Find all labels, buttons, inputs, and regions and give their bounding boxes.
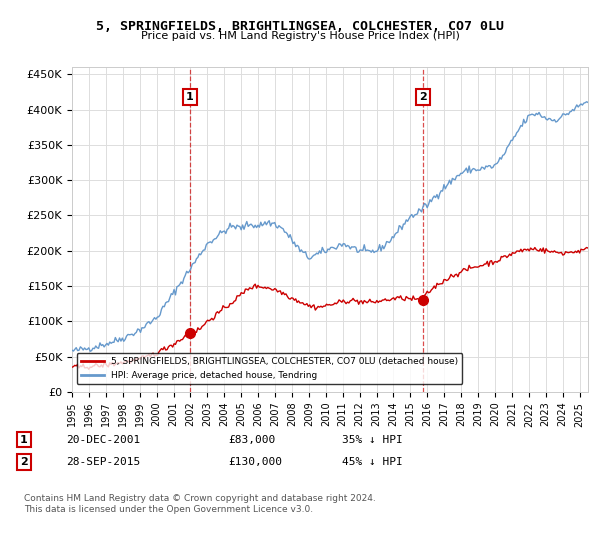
Text: 2: 2 bbox=[20, 457, 28, 467]
Text: 35% ↓ HPI: 35% ↓ HPI bbox=[342, 435, 403, 445]
Text: 1: 1 bbox=[186, 92, 194, 102]
Text: £83,000: £83,000 bbox=[228, 435, 275, 445]
Text: Price paid vs. HM Land Registry's House Price Index (HPI): Price paid vs. HM Land Registry's House … bbox=[140, 31, 460, 41]
Text: 2: 2 bbox=[419, 92, 427, 102]
Text: 5, SPRINGFIELDS, BRIGHTLINGSEA, COLCHESTER, CO7 0LU: 5, SPRINGFIELDS, BRIGHTLINGSEA, COLCHEST… bbox=[96, 20, 504, 32]
Text: 28-SEP-2015: 28-SEP-2015 bbox=[66, 457, 140, 467]
Text: £130,000: £130,000 bbox=[228, 457, 282, 467]
Text: Contains HM Land Registry data © Crown copyright and database right 2024.
This d: Contains HM Land Registry data © Crown c… bbox=[24, 494, 376, 514]
Text: 1: 1 bbox=[20, 435, 28, 445]
Text: 20-DEC-2001: 20-DEC-2001 bbox=[66, 435, 140, 445]
Text: 45% ↓ HPI: 45% ↓ HPI bbox=[342, 457, 403, 467]
Legend: 5, SPRINGFIELDS, BRIGHTLINGSEA, COLCHESTER, CO7 0LU (detached house), HPI: Avera: 5, SPRINGFIELDS, BRIGHTLINGSEA, COLCHEST… bbox=[77, 353, 463, 384]
